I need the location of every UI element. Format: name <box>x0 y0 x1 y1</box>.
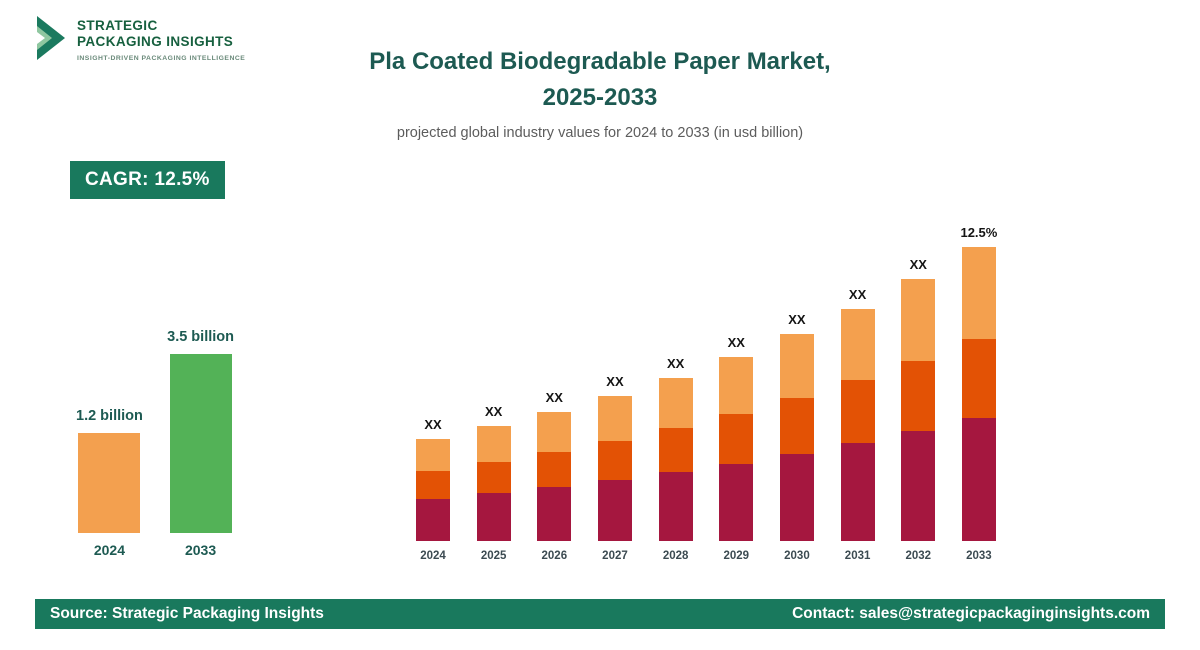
logo: STRATEGIC PACKAGING INSIGHTS INSIGHT-DRI… <box>34 14 245 67</box>
bar-value-label: XX <box>606 373 624 389</box>
bar-segment-top <box>779 334 814 399</box>
bar-year-label: 2025 <box>480 550 507 562</box>
bar-value-label: XX <box>545 389 563 405</box>
bar-value-label: XX <box>666 355 685 371</box>
bar-year-label: 2029 <box>723 550 750 562</box>
summary-bar-year-label: 2033 <box>184 542 217 558</box>
bar-column: XX 2028 <box>653 356 699 562</box>
bar-year-label: 2026 <box>541 550 568 562</box>
logo-tagline: INSIGHT-DRIVEN PACKAGING INTELLIGENCE <box>77 54 246 62</box>
page-title: Pla Coated Biodegradable Paper Market, 2… <box>210 44 990 116</box>
bar-segment-bottom <box>537 486 572 541</box>
title-block: Pla Coated Biodegradable Paper Market, 2… <box>210 44 990 141</box>
bar-segment-top <box>537 411 572 452</box>
bar-value-label: XX <box>424 417 442 433</box>
bar-stack <box>719 357 754 541</box>
bar-segment-middle <box>840 380 875 444</box>
bar-segment-top <box>901 279 936 361</box>
bar-segment-top <box>416 439 450 472</box>
page-title-line-1: Pla Coated Biodegradable Paper Market, <box>369 48 831 75</box>
bar-stack <box>961 246 996 541</box>
summary-bar <box>169 354 232 533</box>
bar-year-label: 2027 <box>602 550 628 562</box>
bar-segment-middle <box>658 427 693 473</box>
logo-line-1: STRATEGIC <box>77 18 158 33</box>
summary-chart: 1.2 billion 2024 3.5 billion 2033 <box>76 320 234 558</box>
summary-bar-column: 3.5 billion 2033 <box>167 329 234 558</box>
bar-segment-top <box>840 309 875 381</box>
bar-column: XX 2029 <box>713 335 759 562</box>
bar-segment-top <box>476 426 511 463</box>
bar-value-label: XX <box>727 335 745 351</box>
bar-column: XX 2032 <box>895 257 941 562</box>
logo-line-2: PACKAGING INSIGHTS <box>77 33 234 49</box>
summary-bar-column: 1.2 billion 2024 <box>76 408 143 558</box>
bar-column: XX 2025 <box>471 404 517 562</box>
bar-year-label: 2024 <box>420 550 446 562</box>
bar-segment-bottom <box>416 498 450 541</box>
bar-year-label: 2028 <box>662 550 689 562</box>
cagr-badge: CAGR: 12.5% <box>70 161 225 199</box>
footer-source: Source: Strategic Packaging Insights <box>50 605 324 622</box>
bar-value-label: XX <box>484 404 503 420</box>
bar-value-label: XX <box>909 257 927 273</box>
bar-column: XX 2027 <box>592 374 638 562</box>
bar-segment-bottom <box>961 417 996 541</box>
bar-value-label: XX <box>848 287 867 303</box>
footer-contact: Contact: sales@strategicpackaginginsight… <box>792 605 1150 622</box>
page-title-line-2: 2025-2033 <box>542 84 658 111</box>
bar-segment-middle <box>476 462 511 493</box>
bar-column: XX 2026 <box>531 390 577 562</box>
bar-segment-bottom <box>476 492 511 541</box>
bar-column: XX 2031 <box>835 287 881 562</box>
footer-bar: Source: Strategic Packaging Insights Con… <box>35 599 1165 629</box>
bar-stack <box>840 309 875 541</box>
bar-stack <box>537 411 572 541</box>
bar-stack <box>476 426 511 541</box>
bar-stack <box>597 395 632 541</box>
bar-stack <box>779 334 814 541</box>
bar-segment-middle <box>779 398 814 455</box>
bar-stack <box>416 439 450 541</box>
bar-segment-middle <box>416 471 450 499</box>
bar-segment-bottom <box>840 443 875 541</box>
summary-bar-year-label: 2024 <box>93 542 126 558</box>
bar-segment-middle <box>719 414 754 464</box>
bar-segment-top <box>597 395 632 441</box>
summary-bar-value-label: 1.2 billion <box>76 408 143 424</box>
bar-segment-middle <box>901 360 936 432</box>
bar-segment-middle <box>961 338 996 418</box>
bar-year-label: 2033 <box>966 550 992 562</box>
bar-stack <box>901 279 936 541</box>
bar-segment-bottom <box>779 454 814 541</box>
stacked-bar-chart: XX 2024 XX 2025 XX 2026 XX 2027 XX 2028 XX 2029 XX 20… <box>410 196 1002 562</box>
bar-segment-bottom <box>597 479 632 541</box>
bar-year-label: 2030 <box>784 550 810 562</box>
bar-stack <box>658 377 693 541</box>
bar-value-label: XX <box>788 312 806 328</box>
bar-column: 12.5% 2033 <box>956 225 1002 562</box>
bar-segment-middle <box>537 451 572 487</box>
bar-segment-top <box>961 246 996 339</box>
bar-year-label: 2031 <box>844 550 871 562</box>
bar-column: XX 2030 <box>774 312 820 562</box>
bar-segment-bottom <box>901 431 936 541</box>
logo-chevron-icon <box>34 14 68 67</box>
page-subtitle: projected global industry values for 202… <box>396 125 804 141</box>
bar-segment-bottom <box>719 463 754 541</box>
bar-segment-top <box>719 357 754 415</box>
bar-segment-middle <box>597 440 632 480</box>
bar-segment-bottom <box>658 472 693 541</box>
logo-text: STRATEGIC PACKAGING INSIGHTS INSIGHT-DRI… <box>77 14 245 62</box>
bar-value-label: 12.5% <box>960 224 998 240</box>
bar-year-label: 2032 <box>905 550 932 562</box>
summary-bar <box>78 433 141 533</box>
summary-bar-value-label: 3.5 billion <box>167 329 234 345</box>
bar-column: XX 2024 <box>410 417 456 562</box>
bar-segment-top <box>658 377 693 428</box>
